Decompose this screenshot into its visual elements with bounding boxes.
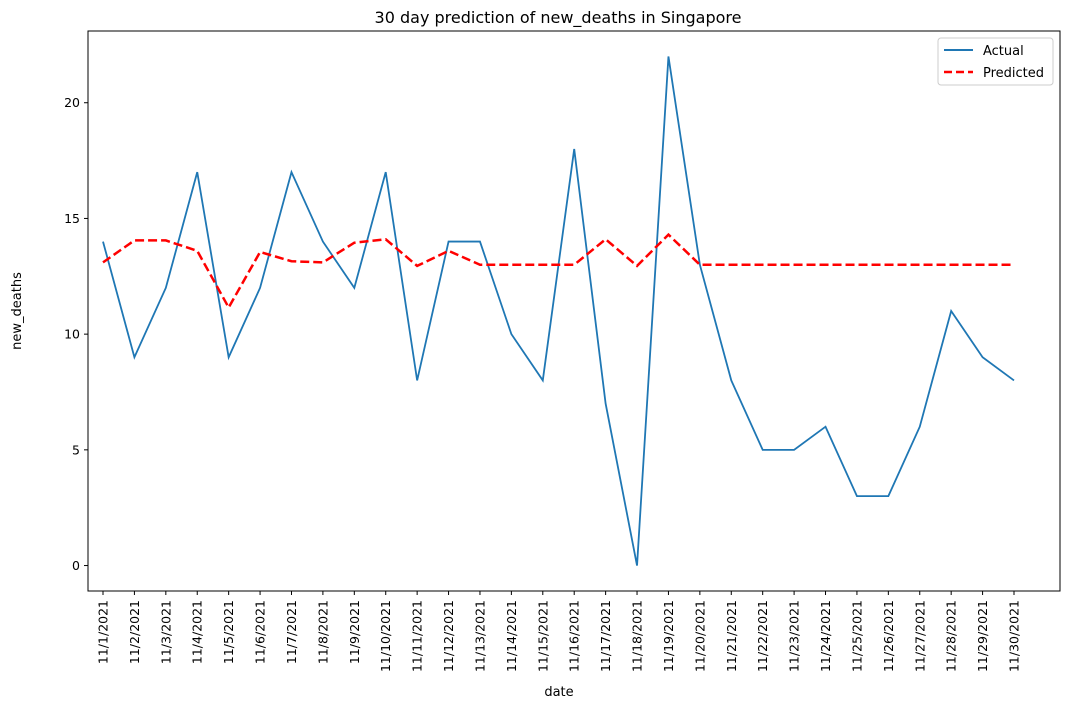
x-tick-label: 11/29/2021 <box>975 600 990 672</box>
x-tick-label: 11/16/2021 <box>567 600 582 672</box>
legend-label-predicted: Predicted <box>983 66 1044 81</box>
y-tick-label: 5 <box>72 442 80 457</box>
x-tick-label: 11/27/2021 <box>912 600 927 672</box>
x-tick-label: 11/3/2021 <box>158 600 173 664</box>
x-tick-label: 11/1/2021 <box>96 600 111 664</box>
legend-label-actual: Actual <box>983 44 1024 59</box>
x-tick-label: 11/28/2021 <box>944 600 959 672</box>
x-tick-label: 11/23/2021 <box>787 600 802 672</box>
x-tick-label: 11/24/2021 <box>818 600 833 672</box>
y-axis: 0 5 10 15 20 <box>64 95 88 573</box>
x-tick-label: 11/22/2021 <box>755 600 770 672</box>
x-tick-label: 11/30/2021 <box>1007 600 1022 672</box>
x-tick-label: 11/7/2021 <box>284 600 299 664</box>
x-tick-label: 11/20/2021 <box>692 600 707 672</box>
chart-title: 30 day prediction of new_deaths in Singa… <box>375 8 742 28</box>
y-tick-label: 0 <box>72 558 80 573</box>
x-tick-label: 11/19/2021 <box>661 600 676 672</box>
series-line-predicted <box>102 232 1014 311</box>
x-tick-label: 11/8/2021 <box>315 600 330 664</box>
legend: Actual Predicted <box>937 37 1054 86</box>
x-tick-label: 11/4/2021 <box>190 600 205 664</box>
series-layer <box>102 56 1015 566</box>
x-tick-label: 11/10/2021 <box>378 600 393 672</box>
x-tick-label: 11/11/2021 <box>410 600 425 672</box>
x-tick-label: 11/13/2021 <box>472 600 487 672</box>
x-tick-label: 11/17/2021 <box>598 600 613 672</box>
plot-frame <box>87 30 1061 592</box>
x-tick-label: 11/18/2021 <box>630 600 645 672</box>
x-axis: 11/1/2021 11/2/2021 11/3/2021 11/4/2021 11/5… <box>96 591 1022 672</box>
x-axis-title: date <box>544 685 573 700</box>
x-tick-label: 11/26/2021 <box>881 600 896 672</box>
y-tick-label: 10 <box>64 327 80 342</box>
x-tick-label: 11/6/2021 <box>253 600 268 664</box>
y-tick-label: 20 <box>64 95 80 110</box>
x-tick-label: 11/12/2021 <box>441 600 456 672</box>
x-tick-label: 11/15/2021 <box>535 600 550 672</box>
x-tick-label: 11/14/2021 <box>504 600 519 672</box>
y-axis-title: new_deaths <box>10 272 25 350</box>
x-tick-label: 11/5/2021 <box>221 600 236 664</box>
x-tick-label: 11/2/2021 <box>127 600 142 664</box>
y-tick-label: 15 <box>64 211 80 226</box>
series-line-actual <box>102 56 1015 566</box>
x-tick-label: 11/9/2021 <box>347 600 362 664</box>
x-tick-label: 11/21/2021 <box>724 600 739 672</box>
x-tick-label: 11/25/2021 <box>849 600 864 672</box>
